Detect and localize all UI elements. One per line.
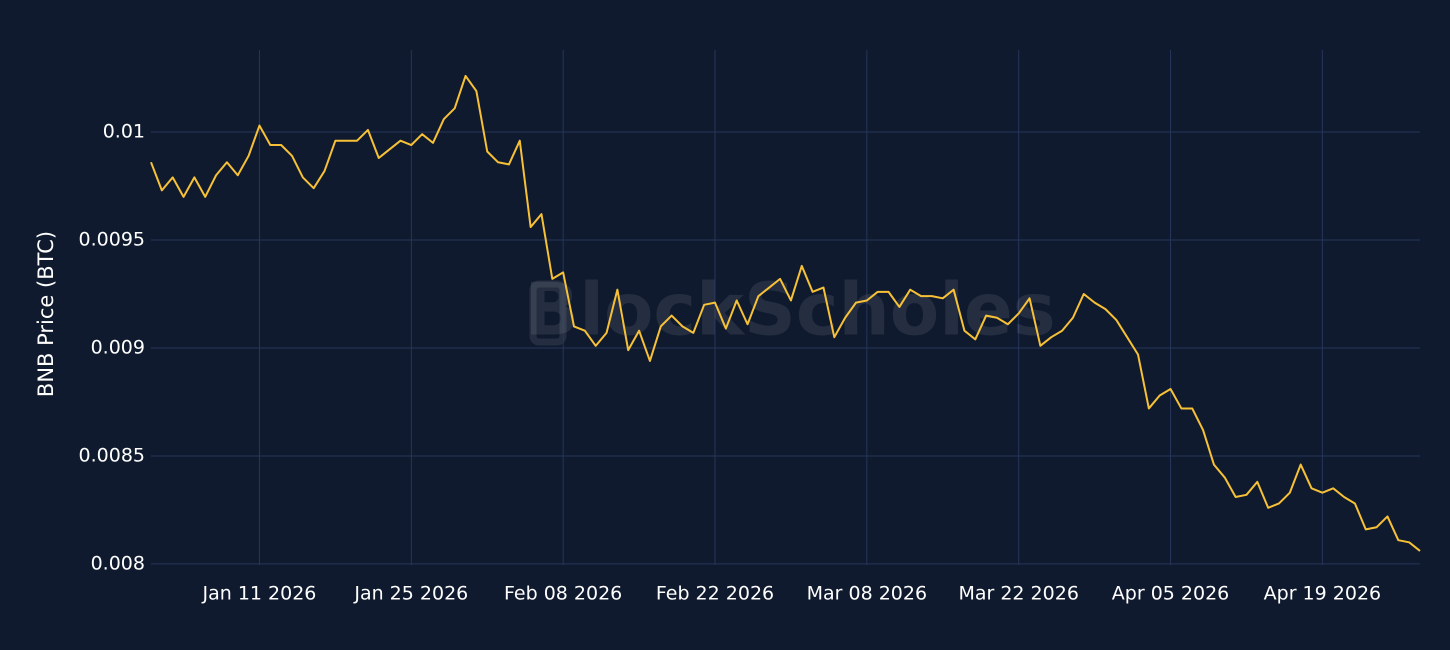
x-tick-label: Jan 11 2026 [202, 583, 317, 605]
y-tick-label: 0.009 [91, 336, 145, 358]
price-line [150, 74, 1421, 552]
x-tick-label: Feb 08 2026 [504, 583, 622, 605]
y-tick-label: 0.01 [103, 121, 145, 143]
x-tick-label: Jan 25 2026 [353, 583, 468, 605]
x-tick-label: Apr 05 2026 [1112, 583, 1229, 605]
x-tick-label: Mar 08 2026 [807, 583, 927, 605]
y-tick-label: 0.0085 [79, 444, 145, 466]
y-tick-label: 0.008 [91, 552, 145, 574]
x-tick-label: Mar 22 2026 [958, 583, 1078, 605]
x-tick-label: Apr 19 2026 [1264, 583, 1381, 605]
x-tick-label: Feb 22 2026 [656, 583, 774, 605]
y-tick-label: 0.0095 [79, 229, 145, 251]
y-axis-title: BNB Price (BTC) [34, 231, 58, 397]
